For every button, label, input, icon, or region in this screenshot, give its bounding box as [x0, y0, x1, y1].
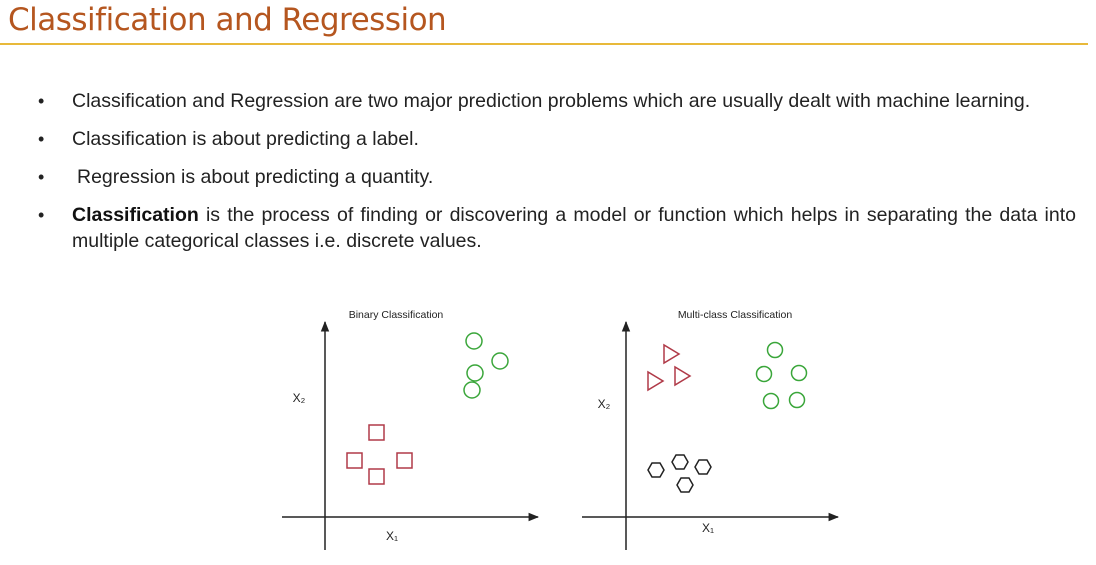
- square-point: [346, 452, 363, 469]
- bullet-dot-icon: •: [38, 167, 45, 187]
- multiclass-y-label: X₂: [598, 397, 611, 411]
- bullet-text: Classification is about predicting a lab…: [72, 128, 419, 150]
- bullet-item: • Classification is the process of findi…: [38, 202, 1076, 254]
- binary-y-label: X₂: [293, 391, 306, 405]
- bullet-text: Regression is about predicting a quantit…: [77, 166, 434, 188]
- square-point: [368, 424, 385, 441]
- multiclass-x-label: X₁: [702, 521, 714, 535]
- bullet-bold-term: Classification: [72, 204, 199, 226]
- circle-point: [463, 381, 481, 399]
- bullet-text: is the process of finding or discovering…: [72, 204, 1076, 252]
- bullet-dot-icon: •: [38, 205, 45, 225]
- triangle-point: [663, 343, 681, 365]
- circle-point: [762, 392, 780, 410]
- bullet-dot-icon: •: [38, 129, 45, 149]
- multiclass-plot-title: Multi-class Classification: [678, 309, 793, 321]
- bullet-item: • Classification is about predicting a l…: [38, 126, 1076, 152]
- hexagon-point: [647, 462, 665, 478]
- bullet-list: • Classification and Regression are two …: [38, 88, 1076, 266]
- circle-point: [788, 391, 806, 409]
- square-point: [396, 452, 413, 469]
- square-point: [368, 468, 385, 485]
- triangle-point: [674, 365, 692, 387]
- binary-plot-title: Binary Classification: [349, 309, 444, 321]
- title-underline: [0, 43, 1088, 45]
- bullet-text: Classification and Regression are two ma…: [72, 90, 1031, 112]
- binary-x-label: X₁: [386, 529, 398, 543]
- bullet-item: • Regression is about predicting a quant…: [38, 164, 1076, 190]
- slide-title: Classification and Regression: [8, 2, 447, 38]
- circle-point: [465, 332, 483, 350]
- bullet-dot-icon: •: [38, 91, 45, 111]
- circle-point: [766, 341, 784, 359]
- multiclass-classification-plot: Multi-class Classification X₂ X₁: [582, 309, 840, 550]
- hexagon-point: [694, 459, 712, 475]
- hexagon-point: [671, 454, 689, 470]
- bullet-item: • Classification and Regression are two …: [38, 88, 1076, 114]
- circle-point: [491, 352, 509, 370]
- circle-point: [466, 364, 484, 382]
- triangle-point: [647, 370, 665, 392]
- circle-point: [755, 365, 773, 383]
- binary-classification-plot: Binary Classification X₂ X₁: [282, 309, 540, 550]
- circle-point: [790, 364, 808, 382]
- hexagon-point: [676, 477, 694, 493]
